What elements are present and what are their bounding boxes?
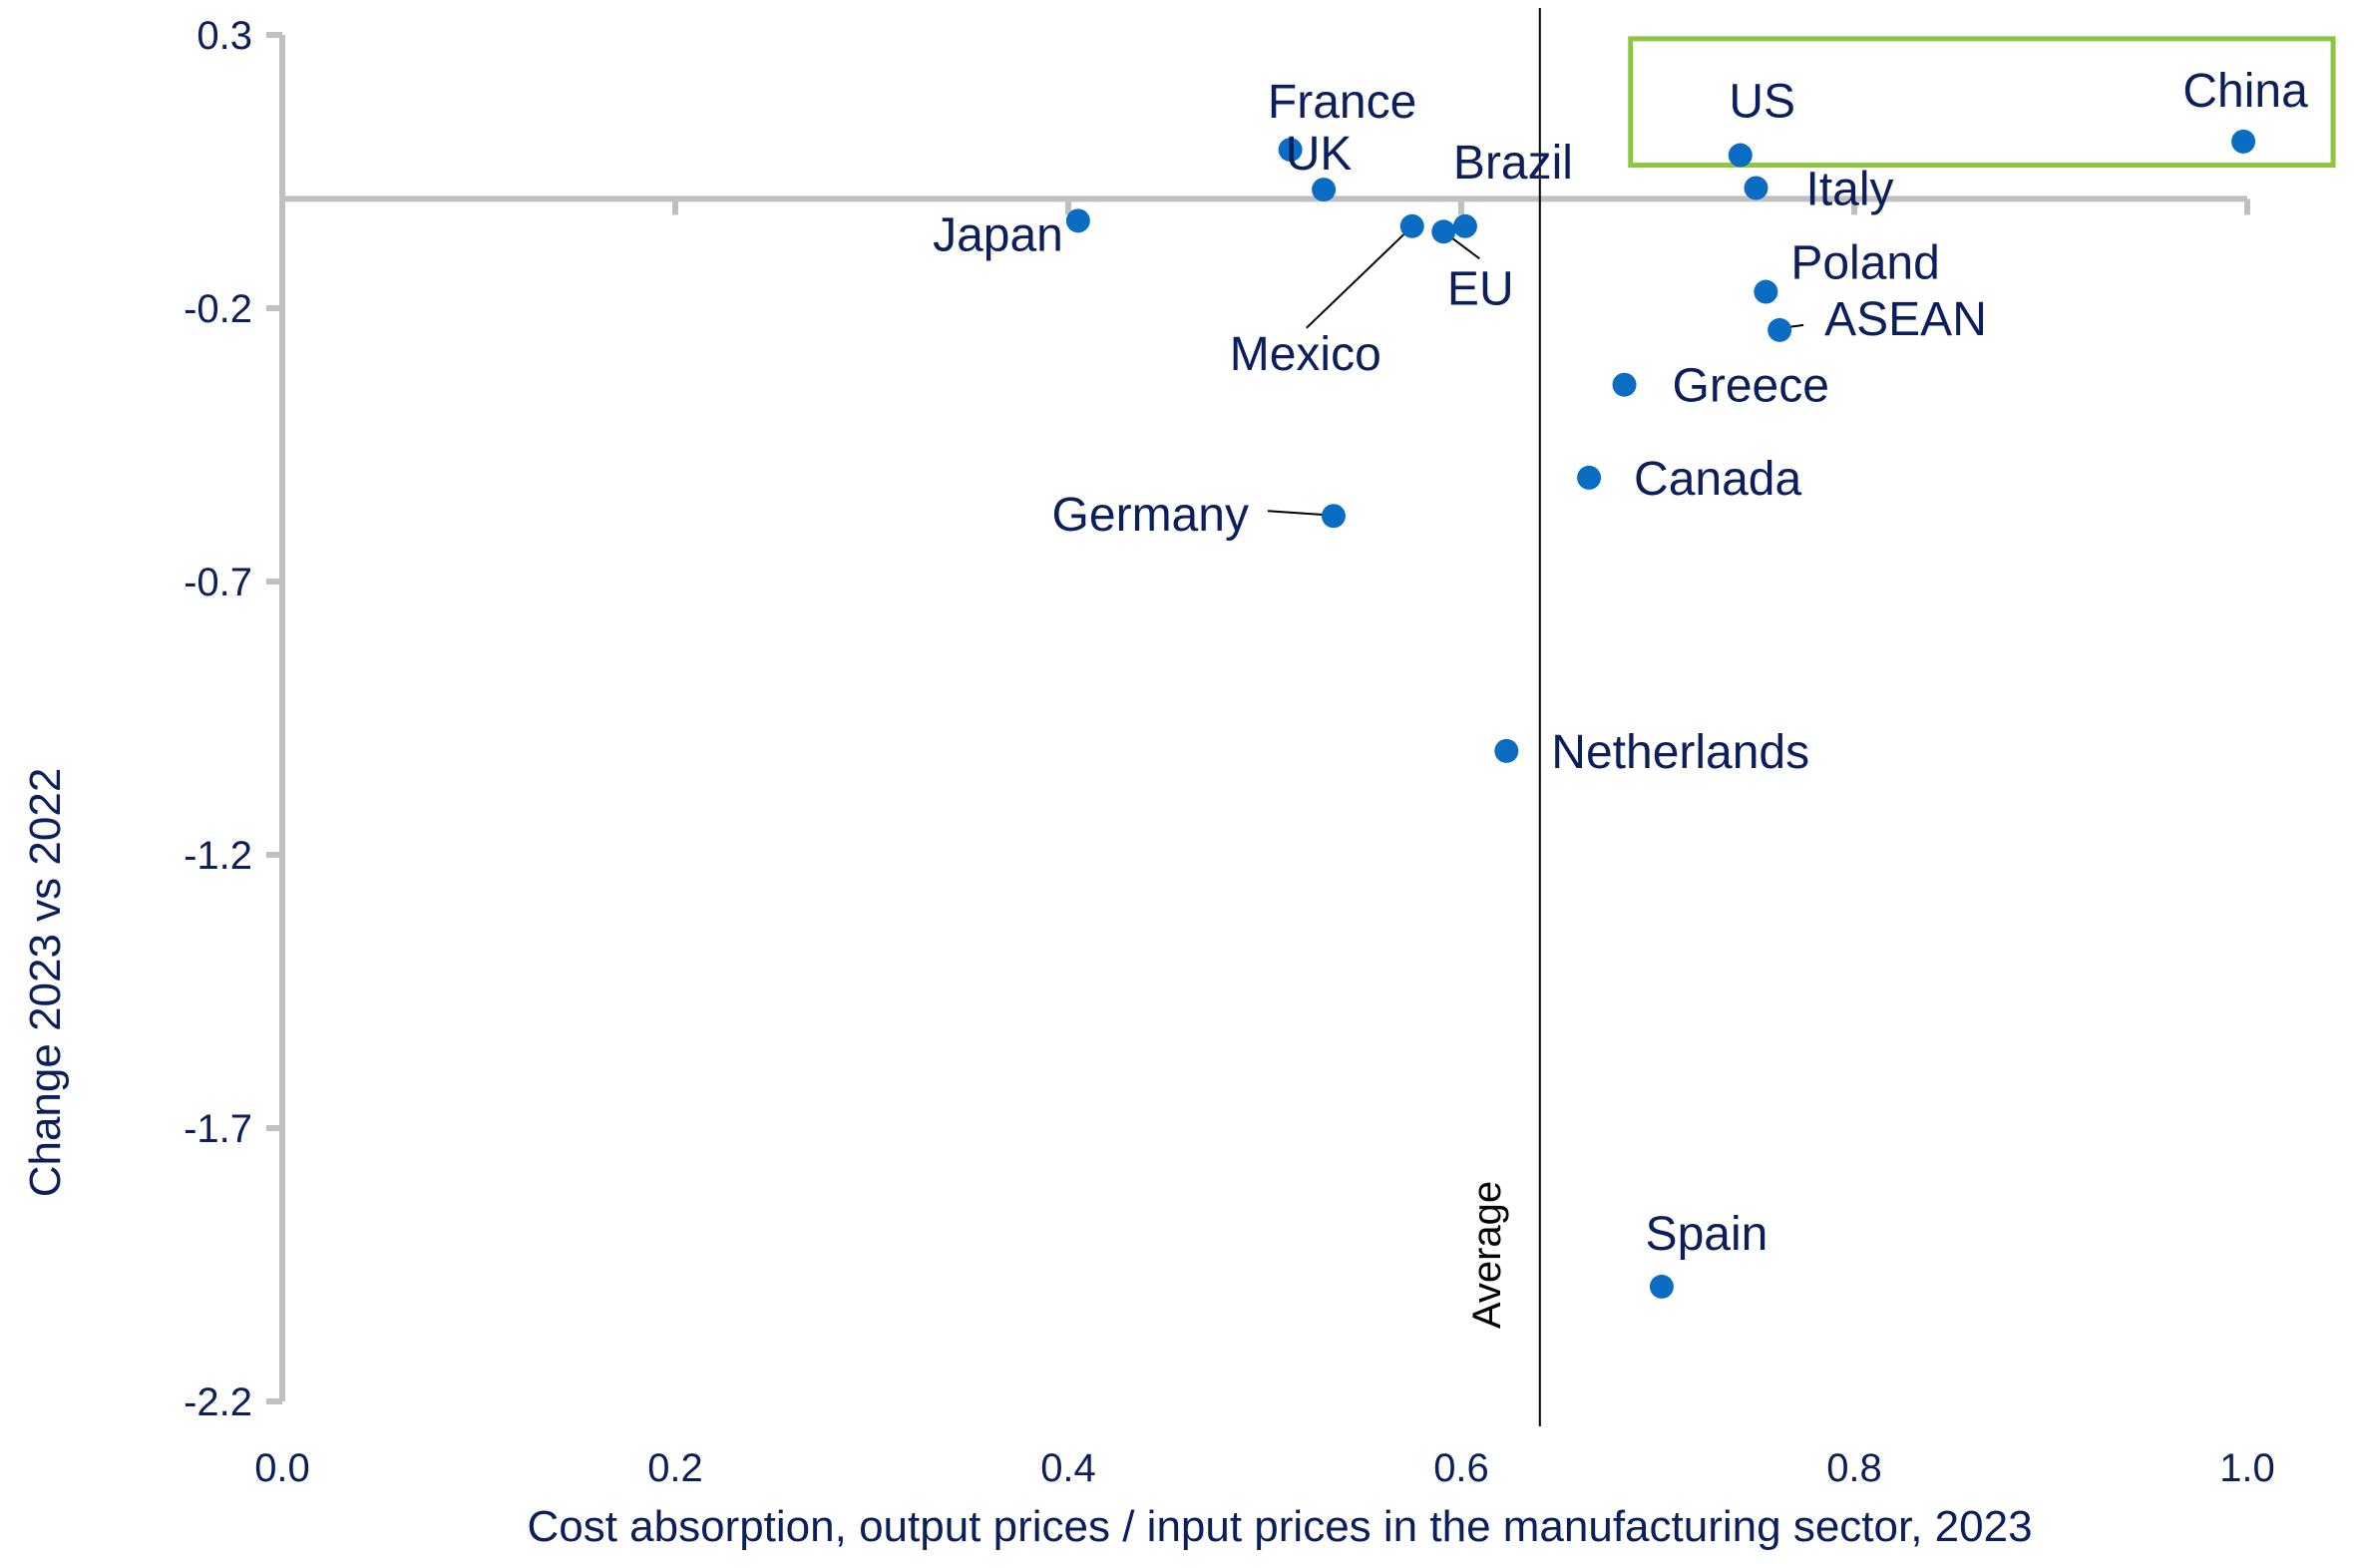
point-japan xyxy=(1065,208,1090,233)
point-germany xyxy=(1321,504,1346,529)
label-poland: Poland xyxy=(1790,237,1939,290)
label-spain: Spain xyxy=(1646,1208,1768,1261)
y-tick-label: -1.7 xyxy=(184,1107,252,1151)
point-us xyxy=(1728,143,1753,168)
point-china xyxy=(2231,129,2256,154)
x-tick-label: 0.8 xyxy=(1826,1446,1882,1490)
y-tick-label: -1.2 xyxy=(184,834,252,878)
label-canada: Canada xyxy=(1634,453,1801,506)
point-france xyxy=(1278,138,1303,163)
label-eu: EU xyxy=(1447,262,1514,315)
label-us: US xyxy=(1729,76,1795,129)
point-eu xyxy=(1431,219,1456,244)
y-tick-label: -0.7 xyxy=(184,561,252,604)
x-tick-label: 1.0 xyxy=(2219,1446,2275,1490)
data-points xyxy=(1065,129,2256,1299)
point-labels: France Japan UK Brazil EU Mexico US China Italy P… xyxy=(933,65,2308,1261)
point-greece xyxy=(1612,372,1637,397)
label-uk: UK xyxy=(1286,128,1353,181)
y-tick-label: -2.2 xyxy=(184,1380,252,1424)
leader-germany xyxy=(1267,510,1328,517)
y-tick-label: -0.2 xyxy=(184,287,252,331)
x-tick-label: 0.4 xyxy=(1040,1446,1096,1490)
label-china: China xyxy=(2182,65,2308,118)
y-axis-title: Change 2023 vs 2022 xyxy=(21,768,70,1198)
label-brazil: Brazil xyxy=(1453,137,1573,190)
axes: 0.3 -0.2 -0.7 -1.2 -1.7 -2.20.0 0.2 0.4 0.6 0.8 1.… xyxy=(184,14,2275,1490)
label-netherlands: Netherlands xyxy=(1551,726,1809,779)
average-marker: Average xyxy=(1465,8,1541,1426)
point-spain xyxy=(1649,1274,1674,1299)
y-tick-label: 0.3 xyxy=(196,14,252,58)
point-asean xyxy=(1768,317,1792,342)
x-axis-title: Cost absorption, output prices / input p… xyxy=(527,1502,2032,1551)
leader-mexico xyxy=(1306,231,1407,329)
average-label: Average xyxy=(1465,1181,1509,1329)
label-japan: Japan xyxy=(933,208,1063,261)
label-germany: Germany xyxy=(1052,489,1249,542)
x-tick-label: 0.2 xyxy=(647,1446,703,1490)
label-mexico: Mexico xyxy=(1230,328,1381,381)
highlight-rect xyxy=(1628,36,2336,169)
label-italy: Italy xyxy=(1806,163,1894,215)
label-france: France xyxy=(1268,76,1416,129)
x-tick-label: 0.6 xyxy=(1433,1446,1489,1490)
highlight-box xyxy=(1628,36,2336,169)
point-netherlands xyxy=(1494,738,1519,763)
label-greece: Greece xyxy=(1673,360,1829,413)
x-tick-label: 0.0 xyxy=(254,1446,310,1490)
point-canada xyxy=(1577,465,1602,490)
point-poland xyxy=(1754,279,1778,304)
point-brazil xyxy=(1452,213,1477,238)
point-italy xyxy=(1744,176,1768,200)
point-mexico xyxy=(1399,213,1424,238)
label-asean: ASEAN xyxy=(1824,293,1987,346)
point-uk xyxy=(1312,178,1337,202)
